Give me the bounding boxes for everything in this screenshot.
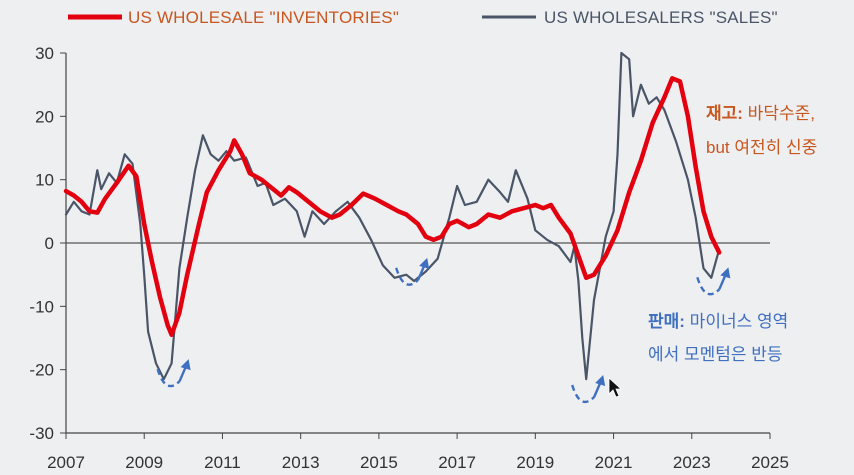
series-lines bbox=[63, 51, 722, 381]
tick-labels: 30 20 10 0 -10 -20 -30 2007 2009 2011 2013 2015 2017… bbox=[29, 44, 788, 472]
legend-label-inventories: US WHOLESALE "INVENTORIES" bbox=[128, 8, 399, 27]
axes bbox=[60, 52, 771, 439]
arrow-up-icon bbox=[720, 267, 731, 279]
trough-marker-shaft bbox=[178, 366, 187, 382]
annotation-sales: 판매: 마이너스 영역 에서 모멘텀은 반등 bbox=[648, 312, 788, 364]
y-tick-label: -10 bbox=[29, 297, 54, 316]
mouse-cursor-icon bbox=[608, 377, 623, 398]
annotation-sales-line2: 에서 모멘텀은 반등 bbox=[648, 345, 783, 364]
legend-label-sales: US WHOLESALERS "SALES" bbox=[544, 8, 778, 27]
y-tick-label: 0 bbox=[45, 234, 54, 253]
trough-marker-arc bbox=[395, 267, 420, 286]
legend: US WHOLESALE "INVENTORIES" US WHOLESALER… bbox=[68, 8, 778, 27]
trough-marker-shaft bbox=[417, 265, 426, 281]
arrow-up-icon bbox=[419, 257, 430, 269]
trough-marker-shaft bbox=[593, 382, 602, 398]
y-tick-label: -30 bbox=[29, 424, 54, 443]
series-line-inventories bbox=[63, 76, 722, 338]
x-tick-label: 2011 bbox=[204, 453, 241, 472]
annotation-inventories-line1: 재고: 바닥수준, bbox=[706, 104, 815, 123]
series-line-sales bbox=[64, 51, 721, 381]
x-tick-label: 2025 bbox=[751, 453, 789, 472]
x-tick-label: 2007 bbox=[47, 453, 85, 472]
trough-marker-arc bbox=[696, 276, 721, 296]
trough-marker-arc bbox=[571, 384, 596, 404]
arrow-up-icon bbox=[180, 359, 191, 371]
x-tick-label: 2023 bbox=[673, 453, 711, 472]
arrow-up-icon bbox=[595, 375, 606, 386]
x-tick-label: 2017 bbox=[438, 453, 476, 472]
trough-marker bbox=[156, 359, 191, 388]
annotation-sales-line1: 판매: 마이너스 영역 bbox=[648, 312, 788, 331]
x-tick-label: 2013 bbox=[282, 453, 320, 472]
annotation-inventories-line2: but 여전히 신중 bbox=[706, 138, 817, 157]
trough-marker-shaft bbox=[718, 274, 727, 290]
y-tick-label: 30 bbox=[35, 44, 54, 63]
trough-marker bbox=[395, 257, 430, 286]
x-tick-label: 2021 bbox=[595, 453, 633, 472]
trough-marker bbox=[696, 267, 731, 296]
x-tick-label: 2009 bbox=[125, 453, 163, 472]
trough-markers bbox=[156, 257, 731, 404]
y-tick-label: 10 bbox=[35, 171, 54, 190]
x-tick-label: 2015 bbox=[360, 453, 398, 472]
y-tick-label: -20 bbox=[29, 361, 54, 380]
trough-marker-arc bbox=[156, 368, 181, 388]
trough-marker bbox=[571, 375, 606, 404]
annotation-inventories: 재고: 바닥수준, but 여전히 신중 bbox=[706, 104, 817, 157]
x-tick-label: 2019 bbox=[516, 453, 554, 472]
y-tick-label: 20 bbox=[35, 107, 54, 126]
